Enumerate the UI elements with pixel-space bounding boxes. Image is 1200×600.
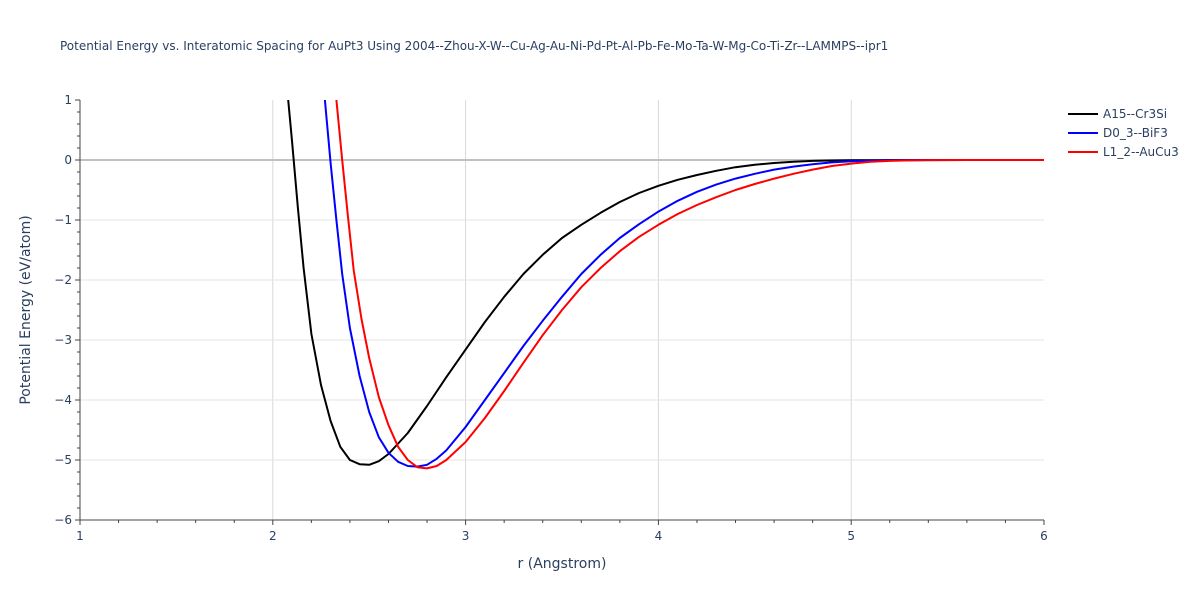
- grid: [80, 100, 1044, 520]
- x-tick-label: 6: [1040, 529, 1048, 543]
- chart-title: Potential Energy vs. Interatomic Spacing…: [60, 39, 888, 53]
- y-tick-label: −6: [54, 513, 72, 527]
- x-tick-label: 3: [462, 529, 470, 543]
- series-line-2: [335, 100, 1044, 470]
- y-tick-label: −1: [54, 213, 72, 227]
- legend-item[interactable]: A15--Cr3Si: [1068, 107, 1167, 121]
- series-line-0: [287, 100, 1044, 466]
- axes: 1 2 3 4 5 6 1 0 −1 −2 −3 −4 −5 −6: [54, 93, 1048, 543]
- series-lines: [287, 100, 1044, 470]
- legend-item[interactable]: L1_2--AuCu3: [1068, 145, 1179, 159]
- y-tick-label: −4: [54, 393, 72, 407]
- y-tick-label: −3: [54, 333, 72, 347]
- legend-label: L1_2--AuCu3: [1103, 145, 1179, 159]
- legend-label: A15--Cr3Si: [1103, 107, 1167, 121]
- y-tick-label: −5: [54, 453, 72, 467]
- y-tick-label: −2: [54, 273, 72, 287]
- legend-label: D0_3--BiF3: [1103, 126, 1168, 140]
- x-axis-title: r (Angstrom): [518, 556, 607, 572]
- x-tick-label: 1: [76, 529, 84, 543]
- legend[interactable]: A15--Cr3Si D0_3--BiF3 L1_2--AuCu3: [1068, 107, 1179, 159]
- y-tick-label: 1: [64, 93, 72, 107]
- legend-item[interactable]: D0_3--BiF3: [1068, 126, 1168, 140]
- x-tick-label: 5: [847, 529, 855, 543]
- series-line-1: [323, 100, 1044, 468]
- x-tick-label: 2: [269, 529, 277, 543]
- x-tick-label: 4: [655, 529, 663, 543]
- y-axis-title: Potential Energy (eV/atom): [18, 215, 34, 404]
- y-tick-label: 0: [64, 153, 72, 167]
